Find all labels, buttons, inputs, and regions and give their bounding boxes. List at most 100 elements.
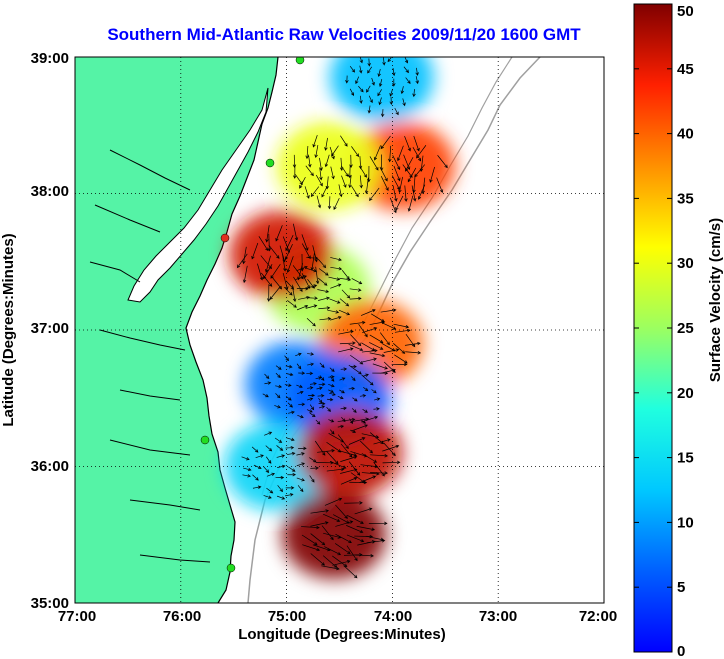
velocity-vector xyxy=(416,145,427,159)
colorbar-tick-label: 10 xyxy=(677,514,694,531)
velocity-vector xyxy=(364,177,369,195)
velocity-vector xyxy=(405,77,411,84)
velocity-vector xyxy=(339,298,350,307)
velocity-vector xyxy=(310,521,329,527)
velocity-vector xyxy=(360,415,379,423)
colorbar-tick-label: 30 xyxy=(677,255,694,272)
velocity-vector xyxy=(242,246,247,265)
velocity-vector xyxy=(316,386,323,390)
velocity-vector xyxy=(349,296,362,301)
velocity-vector xyxy=(392,185,398,202)
velocity-vector xyxy=(359,175,363,189)
velocity-vector xyxy=(287,410,295,415)
velocity-vector xyxy=(367,105,372,114)
velocity-region xyxy=(229,210,334,299)
velocity-vector xyxy=(296,462,306,467)
velocity-vector xyxy=(395,195,404,211)
velocity-vector xyxy=(367,58,371,67)
velocity-vector xyxy=(321,525,334,541)
velocity-vector xyxy=(295,352,302,357)
river-inlet xyxy=(89,149,211,563)
velocity-vector xyxy=(329,146,335,160)
colorbar-label: Surface Velocity (cm/s) xyxy=(707,218,724,382)
velocity-vector xyxy=(378,79,383,87)
velocity-vector xyxy=(415,76,419,85)
velocity-vector xyxy=(403,154,411,171)
velocity-vector xyxy=(362,327,378,334)
velocity-vector xyxy=(242,474,251,478)
velocity-vector xyxy=(309,382,317,386)
velocity-vector xyxy=(326,407,331,412)
velocity-vector xyxy=(351,146,360,157)
velocity-vector xyxy=(358,156,363,170)
velocity-vector xyxy=(318,401,326,406)
velocity-vector xyxy=(369,352,386,358)
velocity-vector xyxy=(309,412,316,417)
velocity-vector xyxy=(350,334,362,347)
velocity-vector xyxy=(297,390,304,395)
velocity-vector xyxy=(332,559,351,566)
velocity-vector xyxy=(265,445,273,452)
velocity-vector xyxy=(330,315,342,321)
velocity-vector xyxy=(350,364,357,369)
velocity-vector xyxy=(392,68,396,77)
velocity-vector xyxy=(394,354,408,364)
velocity-vector xyxy=(329,392,336,396)
velocity-vector xyxy=(257,263,264,281)
velocity-vector xyxy=(306,371,314,376)
velocity-vector xyxy=(309,404,315,411)
velocity-vector xyxy=(362,373,369,377)
velocity-vector xyxy=(318,382,326,387)
velocity-vector xyxy=(429,166,435,183)
velocity-vector xyxy=(388,145,392,163)
velocity-vector xyxy=(263,495,272,499)
velocity-vector xyxy=(417,184,426,200)
velocity-vector xyxy=(398,176,403,194)
velocity-vector xyxy=(329,298,341,304)
velocity-vector xyxy=(366,539,386,544)
velocity-vector xyxy=(380,109,385,118)
y-tick-label: 35:00 xyxy=(31,595,69,612)
velocity-vector xyxy=(298,402,306,407)
velocity-vector xyxy=(340,476,358,485)
velocity-vector xyxy=(351,376,356,382)
velocity-vector xyxy=(317,258,327,269)
velocity-vector xyxy=(326,450,339,465)
velocity-vector xyxy=(369,342,384,350)
y-tick-label: 39:00 xyxy=(31,50,69,67)
velocity-vector xyxy=(349,288,362,292)
velocity-vector xyxy=(274,437,283,443)
velocity-vector xyxy=(277,464,286,469)
x-tick-label: 76:00 xyxy=(163,608,201,625)
velocity-vector xyxy=(265,255,271,273)
velocity-vector xyxy=(305,145,309,160)
velocity-vector xyxy=(351,408,357,413)
velocity-vector xyxy=(407,167,417,183)
velocity-vector xyxy=(314,440,326,456)
velocity-vector xyxy=(402,98,406,107)
velocity-region xyxy=(282,490,387,579)
velocity-vector xyxy=(368,521,388,526)
velocity-vector xyxy=(262,393,269,398)
velocity-vector xyxy=(269,286,281,300)
velocity-vector xyxy=(312,245,318,263)
velocity-vector xyxy=(393,323,410,329)
velocity-vector xyxy=(330,257,342,262)
velocity-vector xyxy=(276,495,286,500)
velocity-vector xyxy=(404,341,421,346)
velocity-vector xyxy=(361,374,374,386)
velocity-vector xyxy=(297,414,304,419)
velocity-vector xyxy=(394,328,411,333)
velocity-vector xyxy=(355,76,360,85)
velocity-vector xyxy=(321,565,340,571)
velocity-vector xyxy=(335,533,352,544)
velocity-vector xyxy=(377,89,382,97)
velocity-vector xyxy=(316,195,322,209)
velocity-vector xyxy=(378,97,382,106)
velocity-vector xyxy=(370,471,388,475)
velocity-vector xyxy=(369,187,380,202)
velocity-vector xyxy=(397,145,404,162)
station-marker xyxy=(265,158,275,168)
